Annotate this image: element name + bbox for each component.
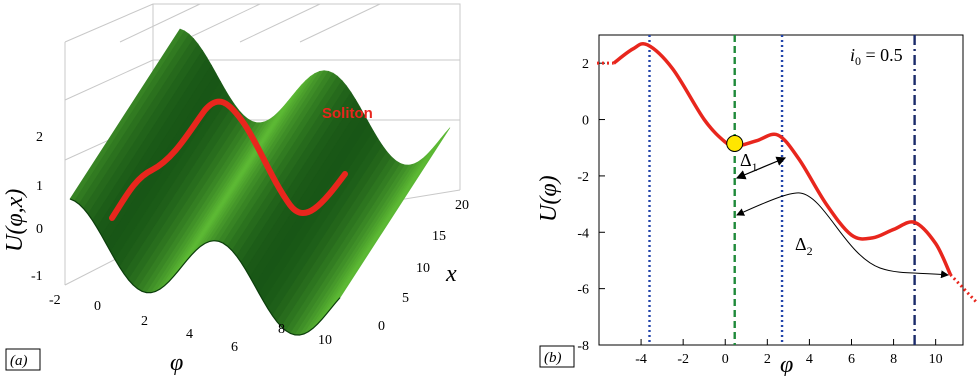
- y-tick-label: 2: [582, 57, 589, 72]
- y-tick-label: -6: [577, 283, 589, 298]
- x-tick-5: 5: [402, 291, 409, 306]
- delta1-label: Δ1: [740, 150, 758, 174]
- phi-tick-8: 8: [278, 322, 285, 337]
- panel-a-surface-plot: Soliton 2 1 0 -1 -2 U(φ,x) 0 2 4 6 8 10 …: [2, 3, 469, 376]
- x-tick-label: -2: [677, 352, 689, 367]
- z-tick-neg1: -1: [31, 269, 43, 284]
- x-tick-0: 0: [378, 319, 385, 334]
- z-tick-1: 1: [36, 179, 43, 194]
- phi-tick-0: 0: [94, 299, 101, 314]
- soliton-label: Soliton: [322, 105, 373, 122]
- phi-tick-4: 4: [186, 327, 193, 342]
- i0-annotation: i0 = 0.5: [850, 45, 903, 68]
- panel-a-label-box: [5, 348, 41, 371]
- panel-b-label: (b): [544, 350, 562, 366]
- x-tick-15: 15: [432, 229, 446, 244]
- x-tick-label: 8: [890, 352, 897, 367]
- z-tick-2: 2: [36, 130, 43, 145]
- z-axis-ticks: 2 1 0 -1 -2: [31, 130, 61, 308]
- x-tick-10: 10: [416, 261, 430, 276]
- x-tick-label: 6: [848, 352, 855, 367]
- surface-box-frame: [64, 3, 461, 286]
- x-tick-label: -4: [635, 352, 647, 367]
- surface-front-edge: [69, 198, 341, 336]
- y-tick-label: -2: [577, 170, 589, 185]
- phi-axis-ticks-a: 0 2 4 6 8 10: [94, 299, 332, 355]
- z-tick-0: 0: [36, 222, 43, 237]
- delta1-arrow: [735, 156, 787, 180]
- panel-b-label-box: [539, 345, 575, 368]
- phi-axis-label-b: φ: [780, 352, 793, 376]
- z-axis-label: U(φ,x): [2, 189, 28, 252]
- x-tick-label: 10: [929, 352, 943, 367]
- x-tick-label: 0: [722, 352, 729, 367]
- phi-tick-2: 2: [141, 314, 148, 329]
- soliton-curve: [109, 98, 348, 221]
- x-axis-ticks: 0 5 10 15 20: [378, 198, 469, 334]
- delta2-arrow: [736, 192, 949, 279]
- y-tick-label: 0: [582, 114, 589, 129]
- vertical-guide-lines: [648, 35, 916, 345]
- panel-a-label: (a): [10, 353, 28, 369]
- panel-b-line-plot: -4 -2 0 2 4 6 8 10 2 0 -2 -4 -6 -8 Δ1 Δ2 i0 = 0.5 U(φ…: [536, 34, 979, 376]
- x-tick-label: 2: [764, 352, 771, 367]
- z-tick-neg2: -2: [49, 293, 61, 308]
- phi-tick-6: 6: [231, 340, 238, 355]
- delta2-label: Δ2: [795, 234, 813, 258]
- curve-extension-right: [949, 273, 979, 304]
- phi-axis-label-a: φ: [170, 350, 183, 376]
- axis-ticks-b: -4 -2 0 2 4 6 8 10 2 0 -2 -4 -6 -8: [577, 57, 942, 367]
- phi-tick-10: 10: [318, 333, 332, 348]
- x-axis-label: x: [445, 261, 457, 287]
- potential-surface: [69, 28, 451, 336]
- y-axis-label-b: U(φ): [536, 175, 562, 222]
- x-tick-label: 4: [806, 352, 813, 367]
- x-tick-20: 20: [455, 198, 469, 213]
- particle-ball: [726, 135, 744, 152]
- y-tick-label: -8: [577, 339, 589, 354]
- y-tick-label: -4: [577, 226, 589, 241]
